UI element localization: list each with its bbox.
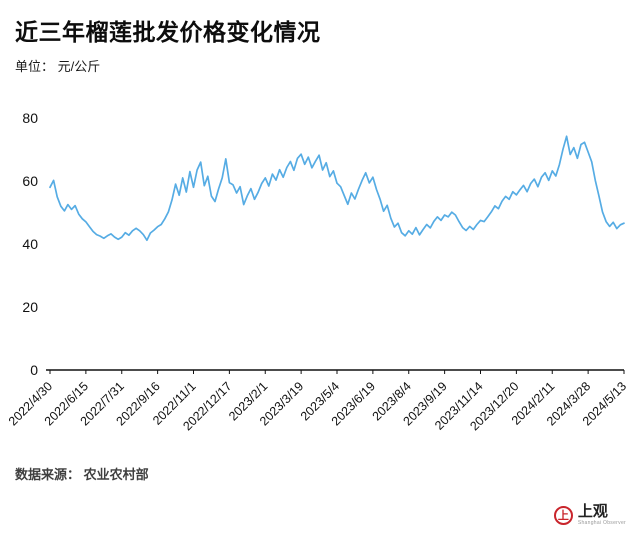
y-axis-label: 0 [30,362,38,378]
publisher-name: 上观 [577,503,608,520]
price-line [49,135,625,242]
y-axis-label: 80 [22,110,38,126]
y-axis-label: 60 [22,173,38,189]
price-chart-svg: 0204060802022/4/302022/6/152022/7/312022… [6,110,629,433]
page-title: 近三年榴莲批发价格变化情况 [15,19,321,45]
unit-label: 单位： 元/公斤 [15,59,101,74]
y-axis-label: 40 [22,236,38,252]
price-chart: 0 20 40 60 80 2022/4/30 2022/6/15 2022/7/31 2022… [4,88,636,460]
shanghai-observer-seal-icon: 上 [553,505,573,525]
y-axis-label: 20 [22,299,38,315]
publisher-logo: 上 上观 Shanghai Observer [553,503,626,526]
data-source: 数据来源： 农业农村部 [15,467,149,482]
publisher-subtitle: Shanghai Observer [577,520,626,526]
